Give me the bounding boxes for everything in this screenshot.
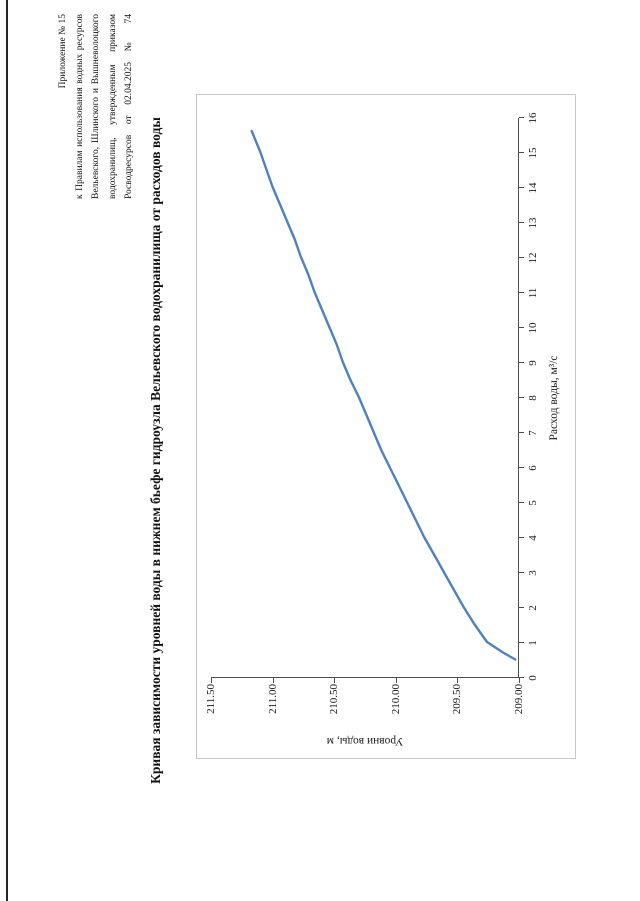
x-tick-mark	[519, 537, 524, 538]
x-tick-label: 16	[527, 112, 539, 124]
curve-line	[250, 129, 517, 661]
x-tick-label: 12	[527, 252, 539, 264]
x-tick-label: 15	[527, 147, 539, 159]
y-tick-mark	[519, 678, 520, 683]
appendix-header-line: Росводресурсов от 02.04.2025 № 74	[124, 14, 134, 199]
x-tick-label: 13	[527, 217, 539, 229]
y-tick-mark	[457, 678, 459, 683]
x-tick-mark	[519, 362, 524, 363]
y-tick-mark	[211, 678, 212, 683]
x-tick-mark	[519, 397, 524, 398]
y-tick-mark	[272, 678, 274, 683]
appendix-header-line: к Правилам использования водных ресурсов	[74, 14, 85, 199]
x-tick-mark	[519, 292, 524, 293]
document-title: Кривая зависимости уровней воды в нижнем…	[148, 117, 163, 784]
y-tick-label: 209.00	[513, 684, 525, 715]
y-tick-label: 211.50	[205, 684, 217, 714]
x-axis-title: Расход воды, м³/с	[548, 355, 560, 441]
appendix-header-line: Вельевского, Шлинского и Вышневолоцкого	[91, 14, 101, 199]
y-tick-label: 209.50	[451, 684, 464, 715]
x-tick-label: 14	[527, 182, 539, 194]
x-tick-mark	[519, 117, 524, 118]
x-tick-mark	[519, 607, 524, 608]
x-tick-label: 7	[527, 430, 539, 436]
x-tick-mark	[519, 222, 524, 223]
x-tick-label: 8	[527, 395, 539, 401]
x-tick-label: 2	[527, 605, 539, 611]
y-axis-title: Уровни воды, м	[326, 735, 404, 747]
x-tick-label: 1	[527, 640, 539, 646]
x-tick-label: 6	[527, 465, 539, 471]
x-tick-mark	[519, 257, 524, 258]
x-tick-label: 5	[527, 500, 539, 506]
y-tick-mark	[334, 678, 336, 683]
x-tick-label: 10	[527, 322, 539, 334]
x-tick-mark	[519, 642, 524, 643]
appendix-header-line: Приложение № 15	[58, 14, 68, 89]
x-tick-mark	[519, 327, 524, 328]
x-tick-label: 4	[527, 535, 539, 541]
x-tick-mark	[519, 502, 524, 503]
y-tick-label: 211.00	[266, 684, 279, 714]
x-tick-mark	[519, 152, 524, 153]
x-tick-mark	[519, 467, 524, 468]
x-tick-label: 9	[527, 360, 539, 366]
y-tick-label: 210.50	[328, 684, 341, 715]
rating-curve-svg	[250, 129, 517, 661]
x-tick-label: 3	[527, 570, 539, 576]
y-tick-mark	[395, 678, 397, 683]
scan-edge-line	[6, 0, 8, 901]
appendix-header-line: водохранилищ, утвержденным приказом	[107, 14, 118, 199]
appendix-header: Приложение № 15 к Правилам использования…	[55, 14, 138, 199]
x-tick-label: 11	[527, 287, 539, 299]
plot-area	[211, 118, 519, 678]
x-tick-mark	[519, 187, 524, 188]
y-tick-label: 210.00	[389, 684, 402, 715]
x-tick-mark	[519, 432, 524, 433]
x-tick-label: 0	[527, 675, 539, 681]
x-tick-mark	[519, 572, 524, 573]
